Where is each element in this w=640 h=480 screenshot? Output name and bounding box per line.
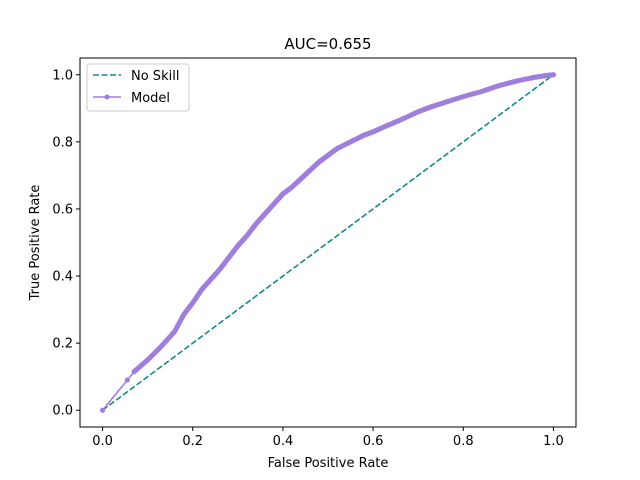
plot-area [99,72,557,413]
x-tick-label: 0.4 [273,434,294,449]
x-tick-label: 0.2 [182,434,203,449]
chart-title: AUC=0.655 [284,35,371,53]
model-markers [99,72,557,413]
model-point [124,377,130,383]
y-axis-label: True Positive Rate [28,185,43,302]
x-tick-label: 1.0 [543,434,564,449]
no-skill-line [102,74,554,411]
y-tick-label: 0.0 [52,404,73,419]
axes-frame [79,57,577,428]
y-tick-label: 0.8 [52,135,73,150]
y-tick-label: 0.2 [52,337,73,352]
y-tick-label: 1.0 [52,68,73,83]
legend-no-skill-label: No Skill [131,69,179,84]
legend: No Skill Model [86,63,190,112]
x-tick-label: 0.6 [363,434,384,449]
legend-model-label: Model [131,91,170,106]
x-axis-label: False Positive Rate [268,456,389,471]
x-tick-label: 0.8 [453,434,474,449]
y-tick-label: 0.6 [52,202,73,217]
series-layer [99,72,557,413]
y-tick-label: 0.4 [52,270,73,285]
model-point [99,407,106,413]
model-point [550,72,557,78]
y-axis: 0.0 0.2 0.4 0.6 0.8 1.0 [52,68,80,419]
x-tick-label: 0.0 [92,434,113,449]
x-axis: 0.0 0.2 0.4 0.6 0.8 1.0 [92,427,564,449]
legend-model-marker [104,94,110,100]
